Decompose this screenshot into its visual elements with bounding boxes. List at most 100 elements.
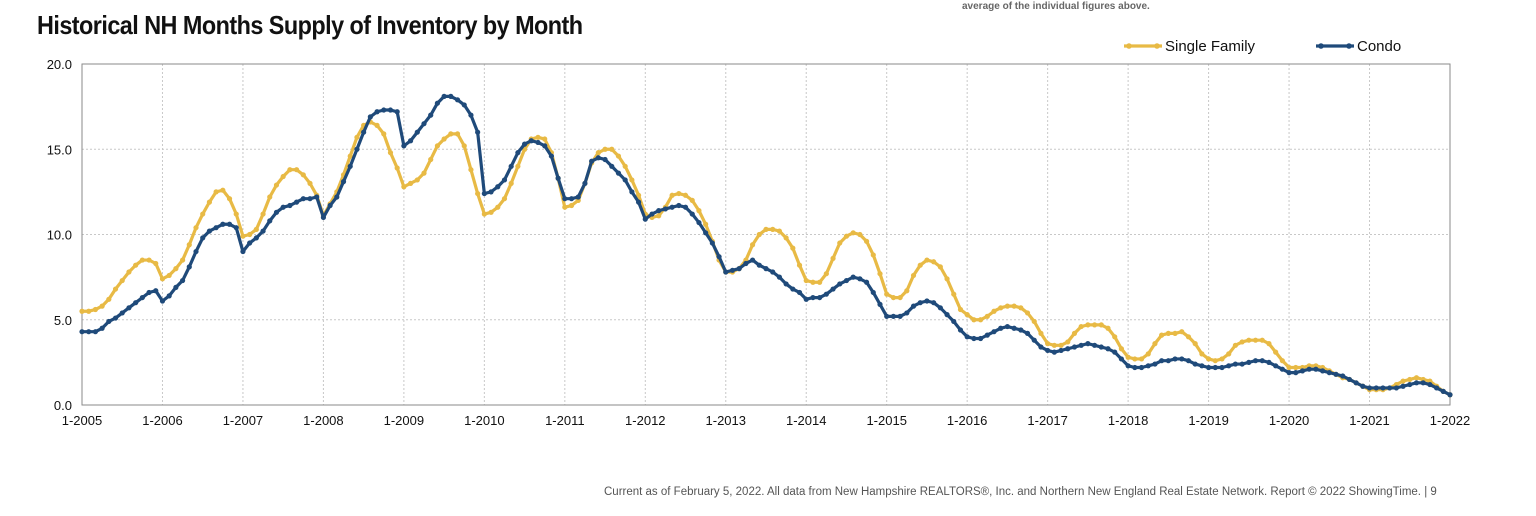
data-point-condo <box>1179 356 1185 362</box>
data-point-condo <box>1226 363 1232 369</box>
data-point-condo <box>515 150 521 156</box>
data-point-condo <box>1420 380 1426 386</box>
data-point-single-family <box>407 180 414 186</box>
data-point-condo <box>1306 366 1312 372</box>
data-point-condo <box>1219 364 1225 371</box>
data-point-condo <box>280 204 286 210</box>
data-point-single-family <box>656 213 662 219</box>
data-point-condo <box>1185 358 1192 364</box>
legend-swatch-marker <box>1346 43 1352 49</box>
grid-lines <box>82 64 1450 405</box>
data-point-single-family <box>884 291 890 297</box>
data-point-single-family <box>461 143 467 149</box>
data-point-single-family <box>1011 303 1017 309</box>
data-point-condo <box>998 325 1004 331</box>
data-point-single-family <box>1058 342 1064 348</box>
data-point-single-family <box>756 231 762 238</box>
data-point-condo <box>267 218 273 224</box>
data-point-single-family <box>776 228 783 234</box>
data-point-single-family <box>387 150 394 156</box>
data-point-condo <box>340 179 347 185</box>
data-point-single-family <box>280 173 286 180</box>
data-point-single-family <box>1159 332 1165 338</box>
data-point-condo <box>1212 364 1218 371</box>
data-point-single-family <box>703 221 709 227</box>
data-point-condo <box>1004 323 1011 330</box>
data-point-condo <box>1259 358 1265 364</box>
data-point-condo <box>1038 344 1044 350</box>
data-point-single-family <box>126 269 132 275</box>
data-point-condo <box>723 269 729 275</box>
data-point-condo <box>247 240 253 246</box>
data-point-condo <box>542 143 548 149</box>
data-point-condo <box>347 163 353 169</box>
data-point-condo <box>884 313 890 319</box>
data-point-condo <box>1440 388 1446 394</box>
data-point-condo <box>810 294 816 301</box>
data-point-single-family <box>1266 341 1272 347</box>
data-point-condo <box>582 180 588 186</box>
data-point-single-family <box>300 172 306 178</box>
data-point-condo <box>622 177 628 183</box>
data-point-condo <box>1273 363 1279 369</box>
data-point-single-family <box>1065 339 1071 345</box>
data-point-condo <box>394 109 400 115</box>
data-point-condo <box>495 184 501 190</box>
data-point-condo <box>1433 385 1440 391</box>
data-point-single-family <box>119 277 125 284</box>
data-point-condo <box>991 329 997 335</box>
data-point-condo <box>1319 368 1326 374</box>
data-point-single-family <box>1185 334 1192 340</box>
data-point-single-family <box>971 317 977 323</box>
data-point-single-family <box>454 131 461 137</box>
data-point-single-family <box>810 279 816 285</box>
data-point-condo <box>1058 347 1064 354</box>
data-point-condo <box>562 196 568 202</box>
x-tick-label: 1-2017 <box>1027 413 1067 428</box>
data-point-condo <box>1011 325 1017 331</box>
data-point-single-family <box>924 257 930 263</box>
data-point-condo <box>890 313 897 319</box>
data-point-single-family <box>991 308 997 314</box>
data-point-single-family <box>984 313 990 319</box>
data-point-condo <box>153 288 159 294</box>
data-point-single-family <box>1413 375 1420 381</box>
data-point-single-family <box>92 306 99 313</box>
data-point-single-family <box>253 226 259 232</box>
data-point-condo <box>448 93 454 99</box>
data-point-condo <box>1098 344 1104 350</box>
data-point-single-family <box>1024 310 1031 316</box>
data-point-condo <box>1246 359 1252 365</box>
data-point-condo <box>944 312 950 318</box>
data-point-condo <box>709 240 715 246</box>
data-point-single-family <box>1192 341 1198 347</box>
data-point-condo <box>428 112 434 118</box>
data-point-condo <box>729 267 736 273</box>
data-point-single-family <box>837 240 843 246</box>
data-point-condo <box>1353 380 1359 386</box>
data-point-condo <box>662 206 669 212</box>
data-point-single-family <box>448 131 454 137</box>
data-point-single-family <box>1226 351 1232 357</box>
x-tick-label: 1-2012 <box>625 413 665 428</box>
data-point-condo <box>837 281 843 287</box>
data-point-condo <box>1293 370 1299 376</box>
data-point-condo <box>414 129 420 135</box>
data-point-single-family <box>1085 322 1091 328</box>
data-point-condo <box>749 257 756 263</box>
data-point-condo <box>629 189 635 195</box>
data-point-single-family <box>260 211 266 217</box>
data-point-condo <box>327 202 333 209</box>
data-point-condo <box>1112 349 1118 355</box>
data-point-condo <box>642 216 648 222</box>
data-point-single-family <box>1004 303 1011 309</box>
data-point-condo <box>441 93 447 99</box>
x-tick-label: 1-2018 <box>1108 413 1148 428</box>
data-point-condo <box>669 204 675 210</box>
data-point-single-family <box>200 211 206 217</box>
data-point-single-family <box>475 190 481 197</box>
data-point-condo <box>783 281 789 287</box>
data-point-single-family <box>79 308 85 314</box>
x-tick-label: 1-2010 <box>464 413 504 428</box>
data-point-single-family <box>635 192 642 198</box>
